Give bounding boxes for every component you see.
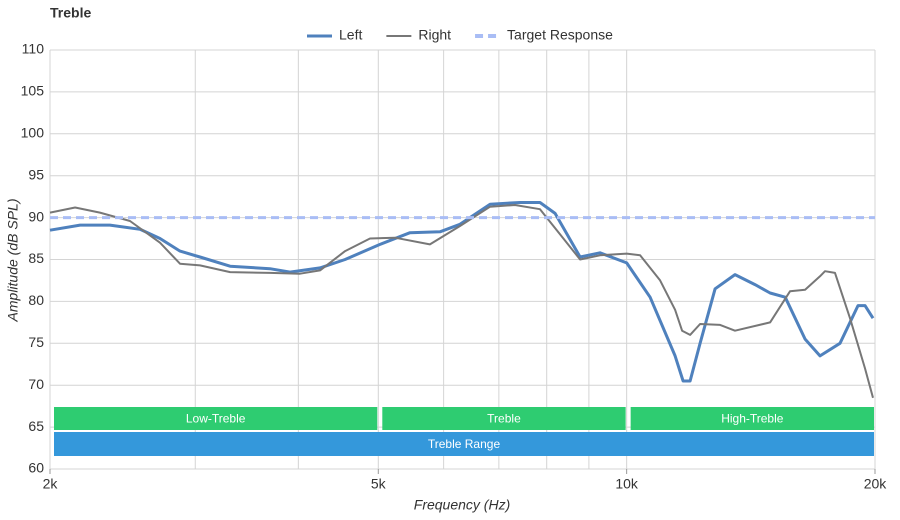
y-tick-label: 95 bbox=[28, 166, 44, 182]
line-series bbox=[49, 204, 874, 399]
legend: Left Right Target Response bbox=[307, 27, 613, 43]
band bbox=[382, 407, 626, 430]
x-tick-label: 10k bbox=[615, 476, 639, 492]
band-label: Low-Treble bbox=[186, 412, 246, 426]
chart-title: Treble bbox=[50, 5, 91, 21]
y-tick-label: 110 bbox=[22, 41, 45, 57]
x-tick-label: 20k bbox=[864, 476, 888, 492]
y-tick-label: 60 bbox=[28, 460, 44, 476]
legend-label: Left bbox=[339, 27, 362, 43]
y-axis-label: Amplitude (dB SPL) bbox=[5, 199, 21, 323]
band bbox=[54, 432, 874, 456]
y-tick-label: 80 bbox=[28, 292, 44, 308]
y-tick-label: 70 bbox=[28, 376, 44, 392]
x-tick-label: 5k bbox=[371, 476, 387, 492]
band bbox=[630, 407, 874, 430]
y-tick-label: 75 bbox=[28, 334, 44, 350]
band bbox=[54, 407, 378, 430]
y-tick-label: 100 bbox=[21, 125, 45, 141]
y-tick-label: 105 bbox=[21, 83, 45, 99]
x-axis-label: Frequency (Hz) bbox=[414, 497, 510, 513]
band-label: Treble Range bbox=[428, 437, 501, 451]
y-tick-label: 85 bbox=[28, 250, 44, 266]
legend-label: Target Response bbox=[507, 27, 613, 43]
x-tick-label: 2k bbox=[43, 476, 59, 492]
y-tick-label: 65 bbox=[28, 418, 44, 434]
band-label: High-Treble bbox=[721, 412, 784, 426]
y-tick-label: 90 bbox=[28, 208, 44, 224]
band-label: Treble bbox=[487, 412, 521, 426]
line-series bbox=[49, 201, 875, 383]
legend-label: Right bbox=[418, 27, 451, 43]
